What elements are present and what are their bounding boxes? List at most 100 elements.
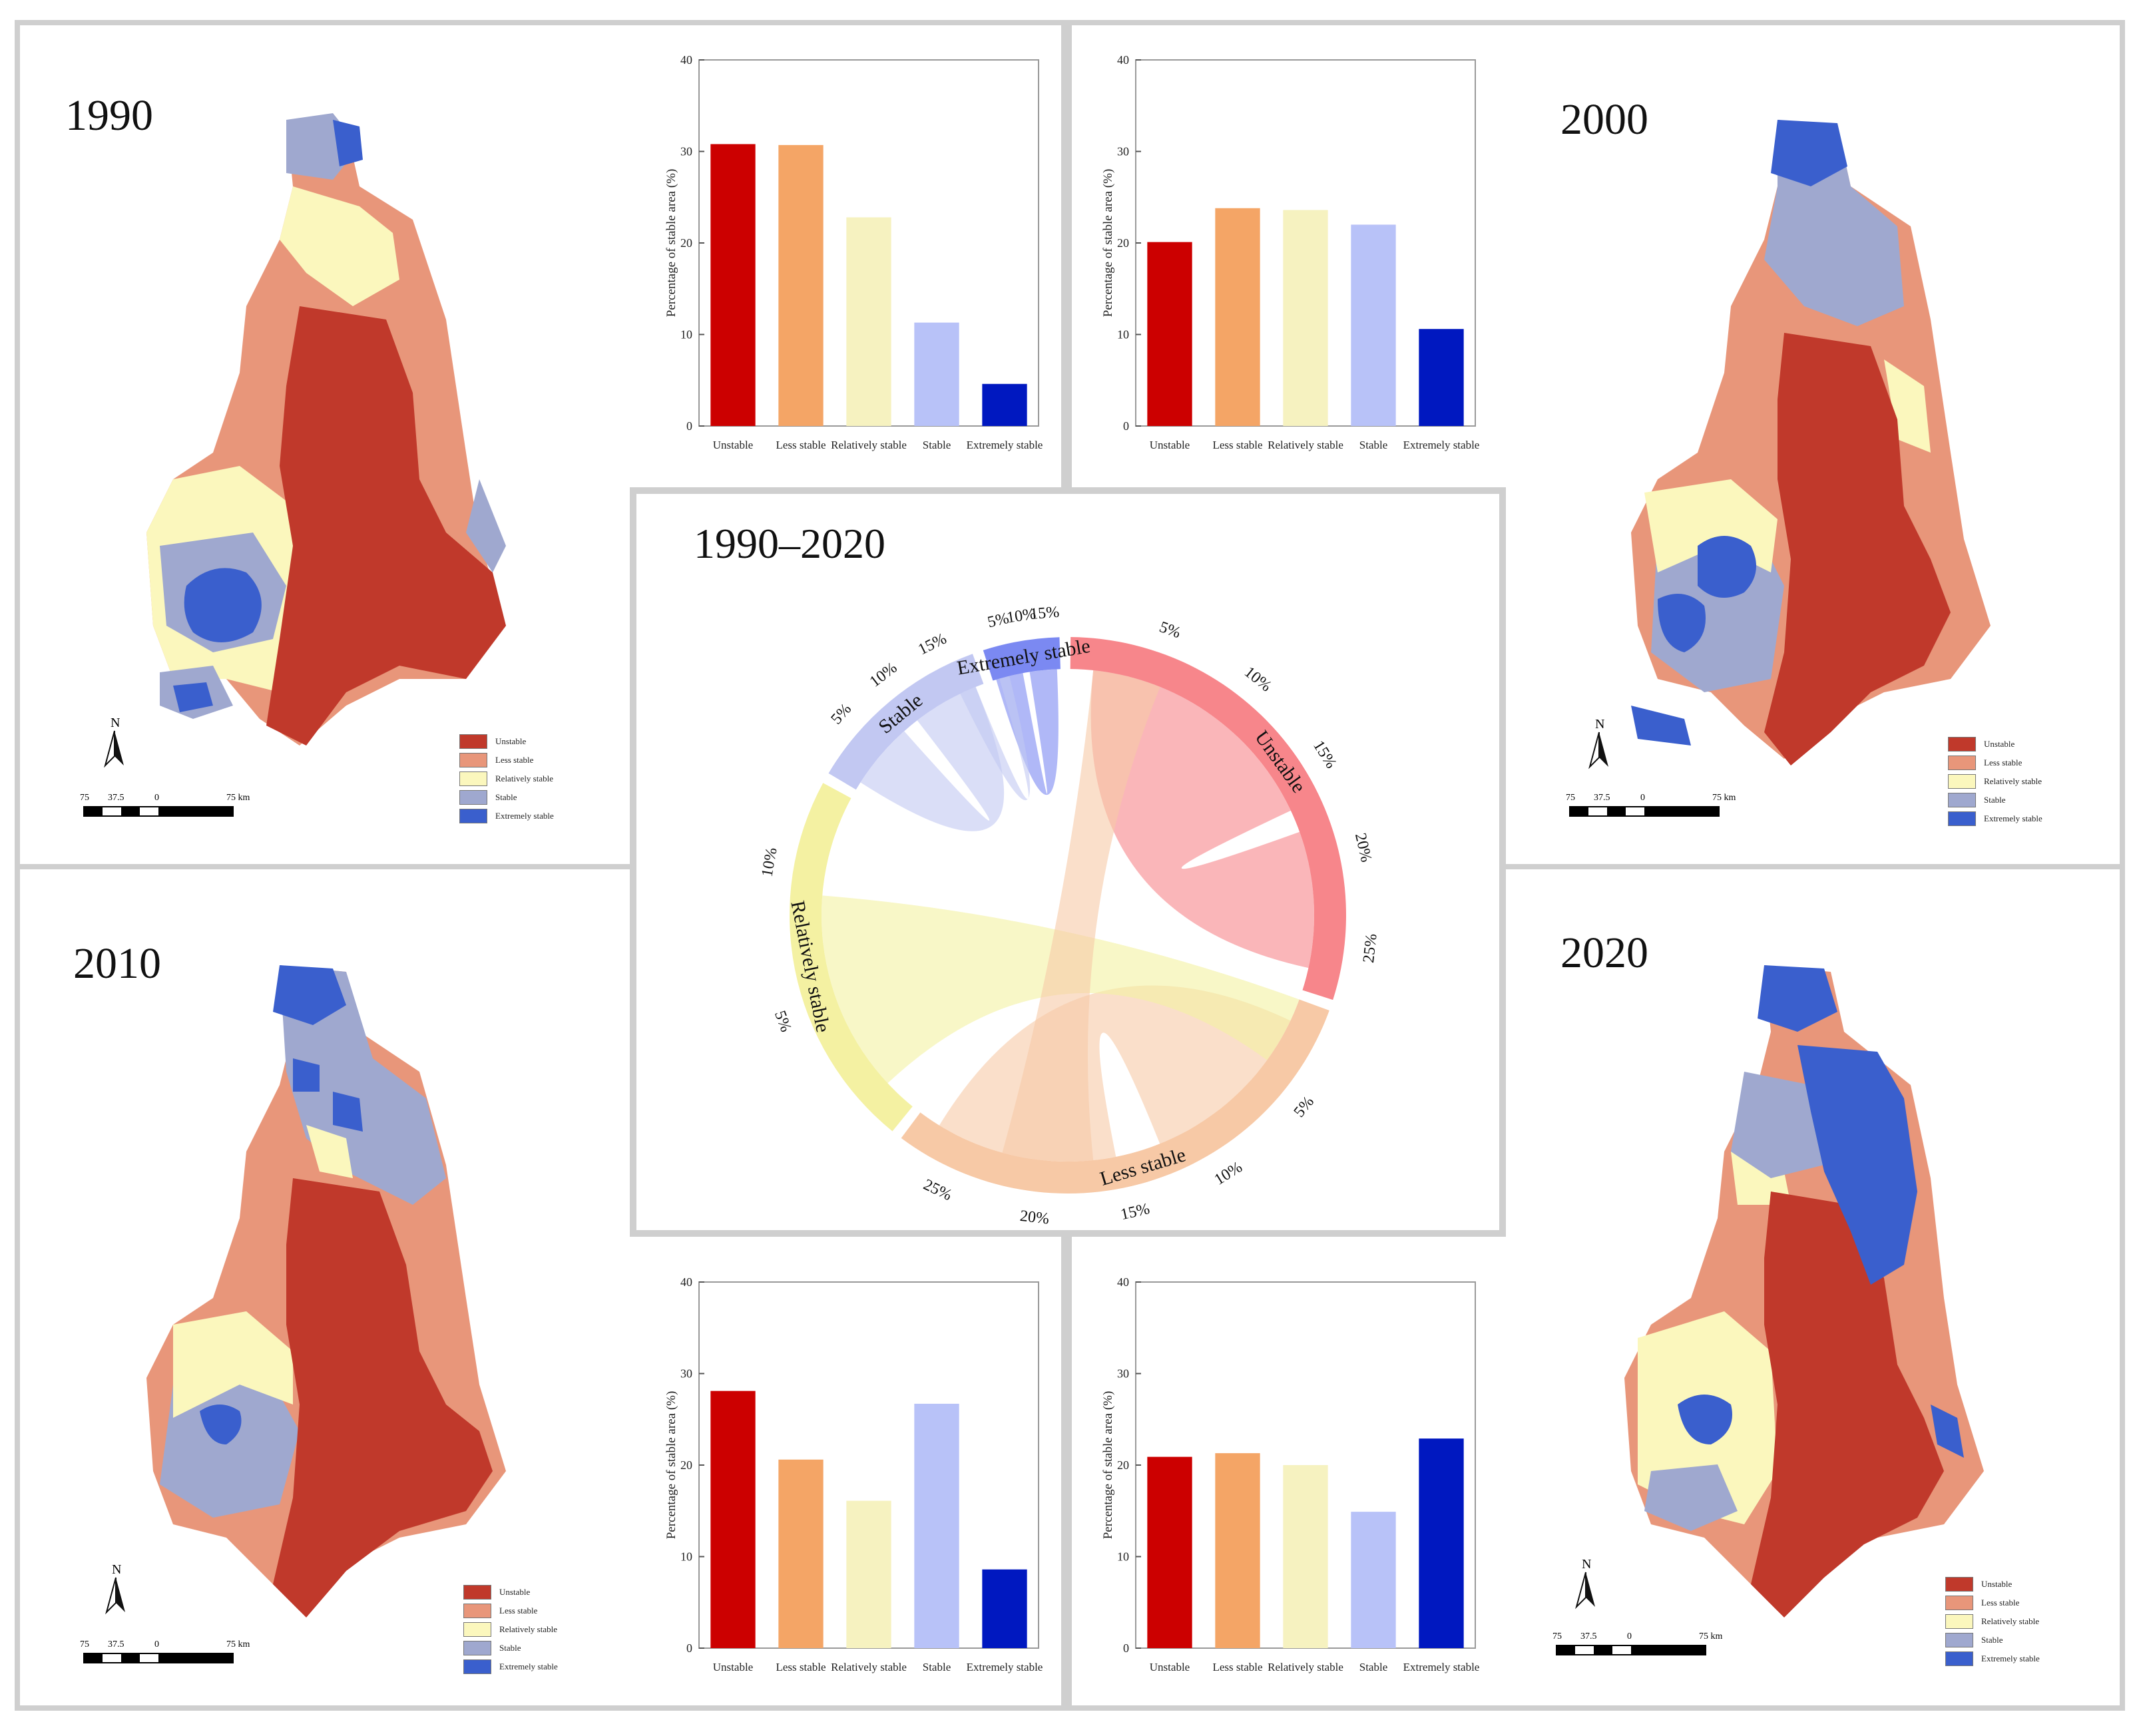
x-tick-label: Less stable [776,439,826,451]
legend-row: Unstable [1948,735,2042,754]
legend-swatch-less-stable [1948,756,1976,770]
map-2020-region-relatively-stable [1638,1152,1791,1524]
legend-row: Unstable [1945,1575,2040,1594]
legend-swatch-relatively-stable [1945,1614,1973,1629]
chord-tick-label: 15% [1119,1200,1152,1223]
legend-row: Extremely stable [463,1657,558,1676]
scale-label-0: 75 [80,1639,89,1649]
bar-extremely-stable [982,383,1027,426]
bar-relatively-stable [1283,1465,1328,1648]
chord-segment-relatively-stable [789,783,913,1132]
x-tick-label: Stable [923,1661,951,1673]
bar-stable [1351,224,1396,426]
legend-label: Relatively stable [499,1624,558,1634]
y-axis-label: Percentage of stable area (%) [1101,1391,1115,1540]
x-tick-label: Unstable [713,439,753,451]
x-tick-label: Less stable [1212,1661,1262,1673]
legend-label: Relatively stable [495,773,554,783]
legend-2010: Unstable Less stable Relatively stable S… [463,1583,558,1676]
legend-row: Unstable [459,732,554,751]
legend-label: Extremely stable [495,811,554,821]
chord-segment-stable [828,654,984,790]
bar-stable [914,322,959,426]
x-tick-label: Stable [1359,439,1388,451]
legend-swatch-stable [459,790,487,805]
y-tick-label: 20 [680,236,692,250]
north-label: N [112,1562,121,1577]
legend-row: Relatively stable [459,769,554,788]
north-arrow-icon: N [105,1562,125,1615]
chord-segment-unstable [1070,637,1346,1000]
chord-tick-label: 5% [771,1008,795,1034]
legend-swatch-extremely-stable [1945,1651,1973,1666]
legend-swatch-extremely-stable [1948,811,1976,826]
y-tick-label: 0 [1123,1641,1129,1655]
map-1990-region-unstable [266,306,506,746]
legend-label: Stable [499,1643,521,1653]
bar-stable [1351,1512,1396,1648]
legend-row: Less stable [1945,1594,2040,1612]
year-label-2010: 2010 [73,939,161,988]
x-tick-label: Less stable [1212,439,1262,451]
y-tick-label: 30 [680,1367,692,1381]
legend-swatch-unstable [1945,1577,1973,1592]
legend-row: Extremely stable [459,807,554,825]
legend-label: Extremely stable [499,1661,558,1671]
legend-label: Unstable [1981,1579,2013,1589]
bar-unstable [1147,242,1192,426]
scale-label-3: 75 km [1712,793,1736,803]
scale-label-2: 0 [1640,793,1645,803]
chord-tick-label: 5% [1157,618,1183,642]
bar-chart-2020: 0 10 20 30 40 Percentage of stable area (%) Un… [1101,1275,1480,1673]
legend-swatch-less-stable [463,1604,491,1618]
bar-relatively-stable [1283,210,1328,426]
map-2010-region-unstable [273,1178,493,1618]
x-tick-label: Stable [1359,1661,1388,1673]
legend-label: Extremely stable [1981,1653,2040,1663]
scale-bar-2010: 75 37.5 0 75 km [80,1639,250,1663]
x-tick-label: Less stable [776,1661,826,1673]
north-arrow-icon: N [1575,1557,1595,1610]
bar-less-stable [778,144,824,426]
map-1990 [146,113,506,746]
bar-extremely-stable [1419,1438,1464,1648]
map-1990-region-stable [160,113,506,719]
legend-1990: Unstable Less stable Relatively stable S… [459,732,554,825]
scale-label-3: 75 km [226,793,250,803]
x-tick-label: Extremely stable [967,439,1043,451]
bar-unstable [710,144,756,426]
map-2010 [146,965,506,1618]
legend-label: Unstable [499,1587,531,1597]
y-tick-label: 10 [680,328,692,341]
scale-label-0: 75 [80,793,89,803]
legend-row: Relatively stable [1948,772,2042,791]
y-tick-label: 20 [1117,1458,1129,1472]
chord-tick-label: 15% [915,630,949,659]
scale-bar-2020: 75 37.5 0 75 km [1552,1631,1723,1655]
x-tick-label: Extremely stable [1403,1661,1480,1673]
legend-row: Relatively stable [463,1620,558,1639]
map-2010-region-relatively-stable [173,1125,353,1418]
scale-bar-2000: 75 37.5 0 75 km [1566,793,1736,817]
legend-swatch-stable [463,1641,491,1655]
legend-label: Relatively stable [1984,776,2042,786]
bar-less-stable [778,1459,824,1648]
scale-label-1: 37.5 [108,1639,124,1649]
scale-bar-1990: 75 37.5 0 75 km [80,793,250,817]
x-tick-label: Unstable [1150,1661,1190,1673]
north-label: N [1582,1557,1591,1572]
legend-label: Stable [1984,795,2006,805]
legend-label: Less stable [499,1606,538,1616]
y-tick-label: 10 [1117,328,1129,341]
legend-2000: Unstable Less stable Relatively stable S… [1948,735,2042,828]
y-tick-label: 0 [686,419,692,433]
y-tick-label: 0 [686,1641,692,1655]
legend-label: Less stable [495,755,534,765]
legend-row: Less stable [459,751,554,769]
bar-relatively-stable [846,1500,891,1648]
y-tick-label: 10 [680,1550,692,1564]
year-label-2000: 2000 [1560,95,1648,144]
map-2020-region-stable [1644,1072,1824,1531]
scale-label-2: 0 [1627,1631,1632,1641]
legend-swatch-unstable [459,734,487,749]
